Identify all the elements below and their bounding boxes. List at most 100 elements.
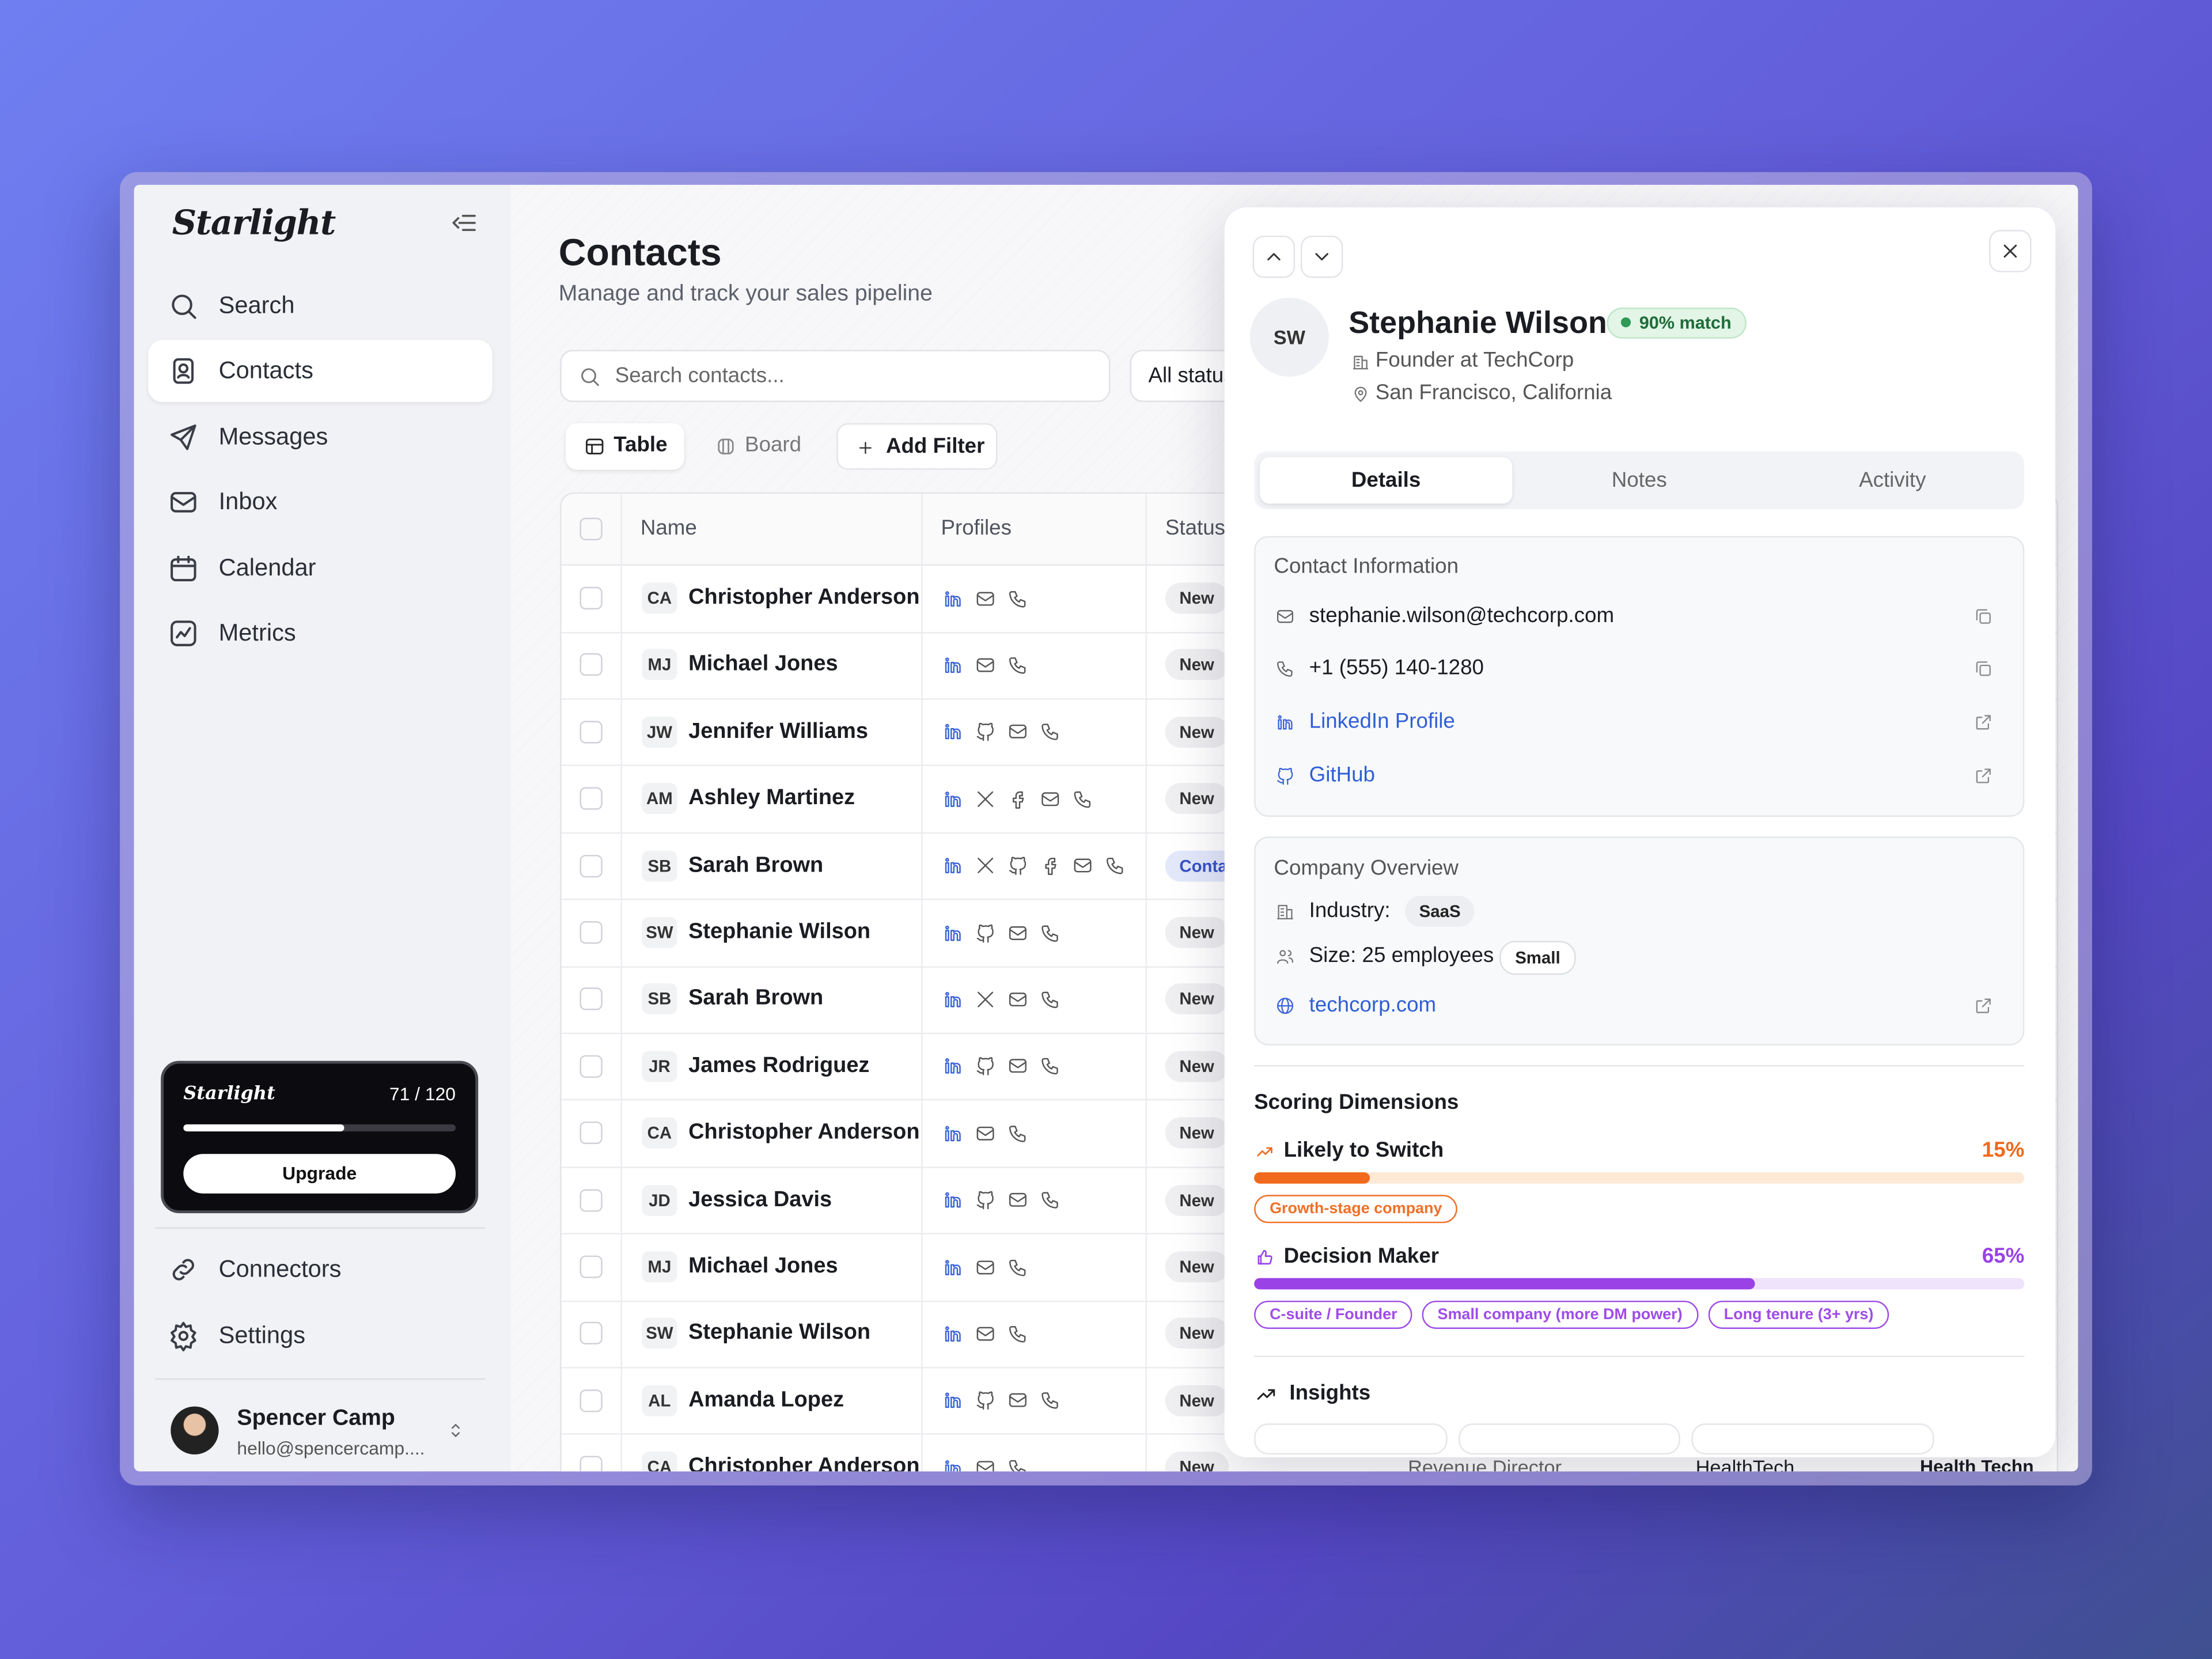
icon-part [944, 1393, 960, 1408]
nav-item[interactable]: Settings [218, 1321, 306, 1348]
icon-part [171, 424, 196, 450]
checkbox[interactable] [579, 720, 603, 744]
score-label: 65% [1982, 1244, 2025, 1268]
icon [1275, 659, 1295, 679]
checkbox[interactable] [579, 1389, 603, 1412]
checkbox[interactable] [579, 586, 603, 609]
checkbox[interactable] [579, 1322, 603, 1345]
icon-part [976, 723, 993, 742]
divider [155, 1227, 486, 1229]
contact-name[interactable]: Ashley Martinez [688, 786, 855, 810]
icon-part [1277, 998, 1294, 1014]
icon-part [976, 991, 993, 1007]
insight-tab [1691, 1423, 1934, 1455]
icon-part [1008, 1062, 1026, 1069]
icon-part [1008, 1259, 1025, 1276]
icon-part [1008, 1393, 1026, 1408]
contact-name[interactable]: Stephanie Wilson [688, 1321, 871, 1345]
close-button[interactable] [1989, 230, 2032, 272]
contact-name[interactable]: Christopher Anderson [688, 1120, 920, 1145]
icon-part [944, 1326, 960, 1342]
icon-part [1041, 791, 1059, 806]
score-tag: C-suite / Founder [1254, 1300, 1413, 1329]
contact-name[interactable]: Christopher Anderson [688, 1455, 920, 1472]
icon-part [1008, 1059, 1026, 1073]
icon [1006, 1256, 1028, 1278]
contact-name[interactable]: Christopher Anderson [688, 585, 920, 609]
icon-part [1976, 609, 1988, 621]
checkbox[interactable] [579, 1456, 603, 1472]
icon-part [1976, 998, 1991, 1013]
contact-github[interactable]: GitHub [1309, 763, 1375, 787]
icon [168, 618, 199, 649]
checkbox[interactable] [579, 921, 603, 944]
checkbox[interactable] [579, 517, 603, 540]
icon [1071, 788, 1093, 809]
initials-badge: AL [642, 1385, 677, 1416]
contact-name[interactable]: Stephanie Wilson [688, 919, 871, 944]
view-toggle[interactable]: Table [566, 423, 684, 470]
icon-part [1357, 389, 1363, 395]
icon-part [1277, 661, 1293, 677]
icon [1006, 1457, 1028, 1472]
status-pill: New [1165, 1251, 1229, 1283]
icon [974, 1323, 995, 1344]
icon-part [944, 657, 960, 673]
checkbox[interactable] [579, 1055, 603, 1078]
contact-name[interactable]: Amanda Lopez [688, 1388, 844, 1412]
nav-button[interactable] [1300, 235, 1343, 278]
nav-item[interactable]: Inbox [218, 488, 278, 516]
icon-part [1976, 661, 1988, 673]
nav-button[interactable] [1252, 235, 1296, 278]
contact-name[interactable]: Jessica Davis [688, 1187, 832, 1211]
icon-part [1976, 661, 1991, 676]
checkbox[interactable] [579, 1188, 603, 1211]
icon [974, 922, 995, 943]
add-filter-button[interactable]: Add Filter [836, 423, 998, 470]
tab[interactable]: Details [1259, 457, 1513, 504]
checkbox[interactable] [579, 854, 603, 877]
icon-part [976, 1260, 994, 1274]
icon-part [172, 1259, 194, 1281]
contact-name[interactable]: James Rodriguez [688, 1053, 870, 1078]
tab[interactable]: Notes [1611, 468, 1667, 493]
nav-item[interactable]: Metrics [218, 619, 296, 646]
nav-item[interactable]: Search [218, 291, 295, 319]
checkbox[interactable] [579, 1255, 603, 1278]
checkbox[interactable] [579, 1122, 603, 1145]
column-divider [1145, 494, 1147, 1472]
contact-linkedin[interactable]: LinkedIn Profile [1309, 709, 1455, 734]
checkbox[interactable] [579, 988, 603, 1011]
contact-name[interactable]: Jennifer Williams [688, 719, 869, 744]
nav-item[interactable]: Contacts [218, 357, 313, 385]
search-input[interactable]: Search contacts... [560, 350, 1111, 402]
icon [1039, 1390, 1060, 1411]
icon-part [452, 214, 476, 232]
tab[interactable]: Activity [1859, 468, 1926, 493]
nav-item[interactable]: Calendar [218, 554, 316, 581]
icon [1974, 607, 1993, 626]
nav-item[interactable]: Messages [218, 423, 328, 450]
logo: Starlight [172, 202, 336, 243]
contact-name[interactable]: Sarah Brown [688, 986, 824, 1011]
status-pill: New [1165, 916, 1229, 948]
company-website[interactable]: techcorp.com [1309, 993, 1437, 1017]
icon [942, 1256, 963, 1278]
section-heading: Insights [1289, 1381, 1371, 1406]
upgrade-button[interactable]: Upgrade [183, 1154, 456, 1194]
icon [1006, 922, 1028, 943]
contact-name[interactable]: Michael Jones [688, 652, 838, 677]
view-toggle[interactable]: Board [697, 423, 810, 470]
icon-part [1008, 992, 1026, 1006]
icon-part [858, 441, 871, 453]
nav-item[interactable]: Connectors [218, 1255, 342, 1283]
checkbox[interactable] [579, 787, 603, 810]
icon [1275, 766, 1295, 786]
icon-part [1008, 928, 1026, 935]
icon-part [944, 991, 960, 1007]
contact-name[interactable]: Sarah Brown [688, 853, 824, 877]
icon [942, 922, 963, 943]
contact-name[interactable]: Michael Jones [688, 1254, 838, 1278]
checkbox[interactable] [579, 653, 603, 677]
